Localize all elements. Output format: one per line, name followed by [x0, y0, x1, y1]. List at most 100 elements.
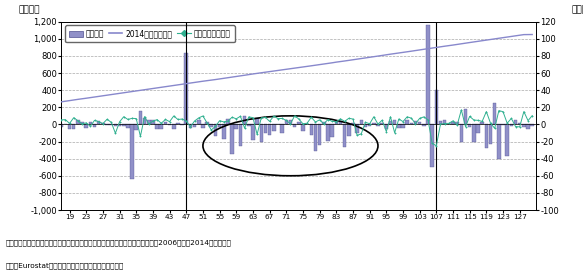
Bar — [356, 124, 359, 133]
Bar — [493, 103, 497, 124]
Bar — [531, 124, 534, 126]
Bar — [518, 123, 521, 124]
Bar — [405, 120, 409, 124]
Bar — [101, 123, 105, 124]
Bar — [335, 121, 338, 124]
Bar — [434, 90, 438, 124]
Bar — [322, 122, 325, 124]
Bar — [72, 124, 75, 129]
Bar — [243, 116, 247, 124]
Bar — [160, 124, 163, 129]
Bar — [385, 124, 388, 130]
Bar — [422, 124, 426, 126]
Bar — [522, 124, 526, 127]
Bar — [409, 122, 413, 124]
Bar — [76, 121, 80, 124]
Bar — [218, 124, 222, 127]
Bar — [151, 120, 154, 124]
Bar — [238, 124, 242, 146]
Bar — [9, 120, 13, 124]
Bar — [343, 124, 346, 147]
Bar — [17, 121, 22, 124]
Bar — [347, 124, 350, 136]
Bar — [368, 124, 371, 126]
Bar — [339, 121, 342, 124]
Bar — [468, 124, 472, 127]
Bar — [106, 124, 109, 125]
Bar — [13, 122, 17, 124]
Bar — [234, 124, 238, 129]
Bar — [272, 124, 276, 131]
Bar — [38, 123, 42, 124]
Bar — [364, 124, 367, 127]
Bar — [26, 121, 30, 124]
Bar — [193, 124, 196, 127]
Bar — [310, 124, 313, 135]
Text: 備考：横軸は、年間総賃金水準が低い順に、英国の業種・職種を並べたもの。2006年から2014年の増減。: 備考：横軸は、年間総賃金水準が低い順に、英国の業種・職種を並べたもの。2006年… — [6, 240, 231, 246]
Bar — [418, 122, 422, 124]
Bar — [430, 124, 434, 167]
Bar — [376, 124, 380, 127]
Bar — [110, 124, 113, 125]
Bar — [301, 124, 305, 131]
Bar — [297, 122, 301, 124]
Bar — [472, 124, 476, 141]
Bar — [251, 124, 255, 140]
Bar — [147, 120, 150, 124]
Bar — [268, 124, 271, 135]
Bar — [463, 109, 468, 124]
Bar — [230, 124, 234, 154]
Bar — [314, 124, 317, 151]
Bar — [43, 121, 46, 124]
Bar — [514, 120, 517, 124]
Bar — [114, 124, 117, 126]
Bar — [497, 124, 501, 159]
Bar — [176, 123, 180, 124]
Bar — [501, 124, 505, 125]
Bar — [80, 122, 84, 124]
Bar — [1, 124, 5, 128]
Bar — [189, 124, 192, 128]
Bar — [22, 120, 26, 124]
Bar — [510, 124, 513, 126]
Bar — [93, 124, 96, 127]
Text: （千人）: （千人） — [19, 5, 40, 14]
Bar — [143, 118, 146, 124]
Bar — [397, 124, 401, 128]
Bar — [68, 124, 71, 129]
Text: 資料：Eurostat、欧州中央銀行から経済産業省作成。: 資料：Eurostat、欧州中央銀行から経済産業省作成。 — [6, 263, 124, 269]
Bar — [259, 124, 263, 141]
Bar — [326, 124, 330, 141]
Bar — [130, 124, 134, 179]
Bar — [393, 120, 396, 124]
Bar — [168, 124, 171, 125]
Bar — [489, 124, 492, 144]
Bar — [360, 120, 363, 124]
Bar — [59, 124, 63, 127]
Bar — [30, 124, 34, 128]
Bar — [135, 124, 138, 130]
Bar — [484, 124, 488, 149]
Bar — [280, 124, 284, 133]
Bar — [222, 124, 226, 139]
Bar — [372, 123, 375, 124]
Bar — [85, 124, 88, 128]
Bar — [476, 124, 480, 133]
Bar — [389, 121, 392, 124]
Bar — [505, 124, 509, 156]
Bar — [459, 124, 463, 141]
Bar — [139, 111, 142, 124]
Legend: 人数増減, 2014賃金（右軸）, 賃金増減（右軸）: 人数増減, 2014賃金（右軸）, 賃金増減（右軸） — [65, 25, 235, 42]
Bar — [401, 124, 405, 128]
Bar — [201, 124, 205, 128]
Bar — [318, 124, 321, 145]
Bar — [351, 123, 354, 124]
Bar — [155, 124, 159, 129]
Bar — [451, 121, 455, 124]
Bar — [285, 120, 288, 124]
Bar — [213, 124, 217, 136]
Bar — [180, 124, 184, 125]
Bar — [205, 122, 209, 124]
Bar — [414, 121, 417, 124]
Bar — [197, 120, 201, 124]
